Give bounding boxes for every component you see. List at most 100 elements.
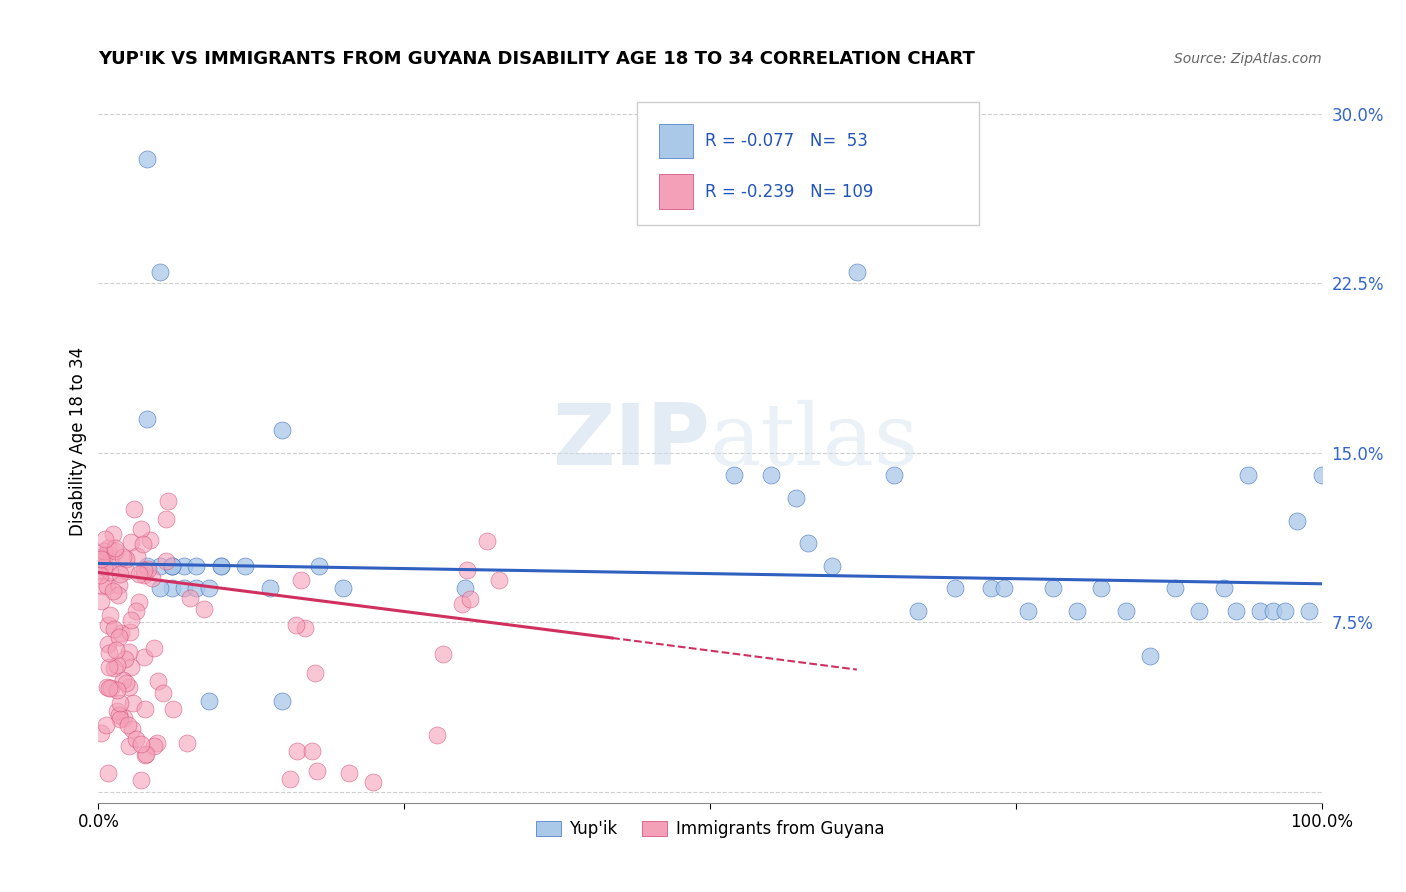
Point [233,558,256,573]
Point [1274,604,1296,618]
Point [136,153,159,167]
Point [112,550,135,565]
Point [785,491,807,505]
Point [105,683,128,698]
Point [104,544,127,558]
Point [107,588,129,602]
Point [132,537,155,551]
Point [105,704,128,718]
FancyBboxPatch shape [658,124,693,158]
Point [90,594,112,608]
Point [821,558,844,573]
Legend: Yup'ik, Immigrants from Guyana: Yup'ik, Immigrants from Guyana [529,814,891,845]
Point [132,650,155,665]
Point [197,582,219,596]
Point [160,582,183,596]
Point [104,642,127,657]
Point [110,626,132,640]
Point [124,502,146,516]
Point [120,613,142,627]
Point [97,765,120,780]
Point [89,550,111,565]
Point [96,681,118,695]
Point [145,736,167,750]
Point [761,468,783,483]
Point [125,604,148,618]
Point [173,558,195,573]
Point [100,554,122,568]
Point [337,765,360,780]
Point [160,558,183,573]
Point [139,533,162,547]
Point [1066,604,1088,618]
Point [134,562,156,576]
Point [107,630,129,644]
Point [104,541,127,556]
Point [1249,604,1271,618]
Point [907,604,929,618]
Text: YUP'IK VS IMMIGRANTS FROM GUYANA DISABILITY AGE 18 TO 34 CORRELATION CHART: YUP'IK VS IMMIGRANTS FROM GUYANA DISABIL… [98,50,976,68]
Point [723,468,745,483]
Point [1310,468,1333,483]
Text: Source: ZipAtlas.com: Source: ZipAtlas.com [1174,52,1322,66]
Point [108,578,131,592]
Point [1225,604,1247,618]
Point [451,598,474,612]
Point [845,265,868,279]
Point [97,618,120,632]
FancyBboxPatch shape [658,174,693,209]
Point [97,646,120,660]
Point [186,582,208,596]
Point [332,582,354,596]
Point [308,558,330,573]
Point [361,775,384,789]
Point [155,512,177,526]
Point [209,558,232,573]
Point [1090,582,1112,596]
Point [458,591,481,606]
Point [97,637,120,651]
Point [294,621,316,635]
Point [943,582,966,596]
Point [290,574,312,588]
Point [108,707,131,722]
Point [152,685,174,699]
Point [980,582,1002,596]
Point [285,744,308,758]
Point [122,696,145,710]
Point [124,731,146,746]
Point [1017,604,1039,618]
Point [115,675,138,690]
Point [173,582,195,596]
Point [118,644,141,658]
Point [134,748,156,763]
Point [475,534,498,549]
Point [135,747,157,761]
Point [1298,604,1320,618]
Point [146,673,169,688]
Point [90,552,112,566]
Point [149,265,172,279]
Point [132,567,155,582]
Point [160,558,183,573]
Point [176,736,198,750]
Point [305,764,328,779]
Point [1212,582,1234,596]
Point [141,571,163,585]
Point [1286,514,1309,528]
Point [91,579,114,593]
Point [93,553,115,567]
Point [103,622,125,636]
Point [270,423,294,437]
Point [100,681,122,696]
Point [143,641,166,656]
Point [1164,582,1187,596]
Point [96,541,118,555]
Point [1139,648,1161,663]
Point [114,564,136,578]
Point [284,618,307,632]
Point [97,681,120,695]
Point [136,558,159,573]
Point [105,657,128,672]
Point [179,591,201,606]
